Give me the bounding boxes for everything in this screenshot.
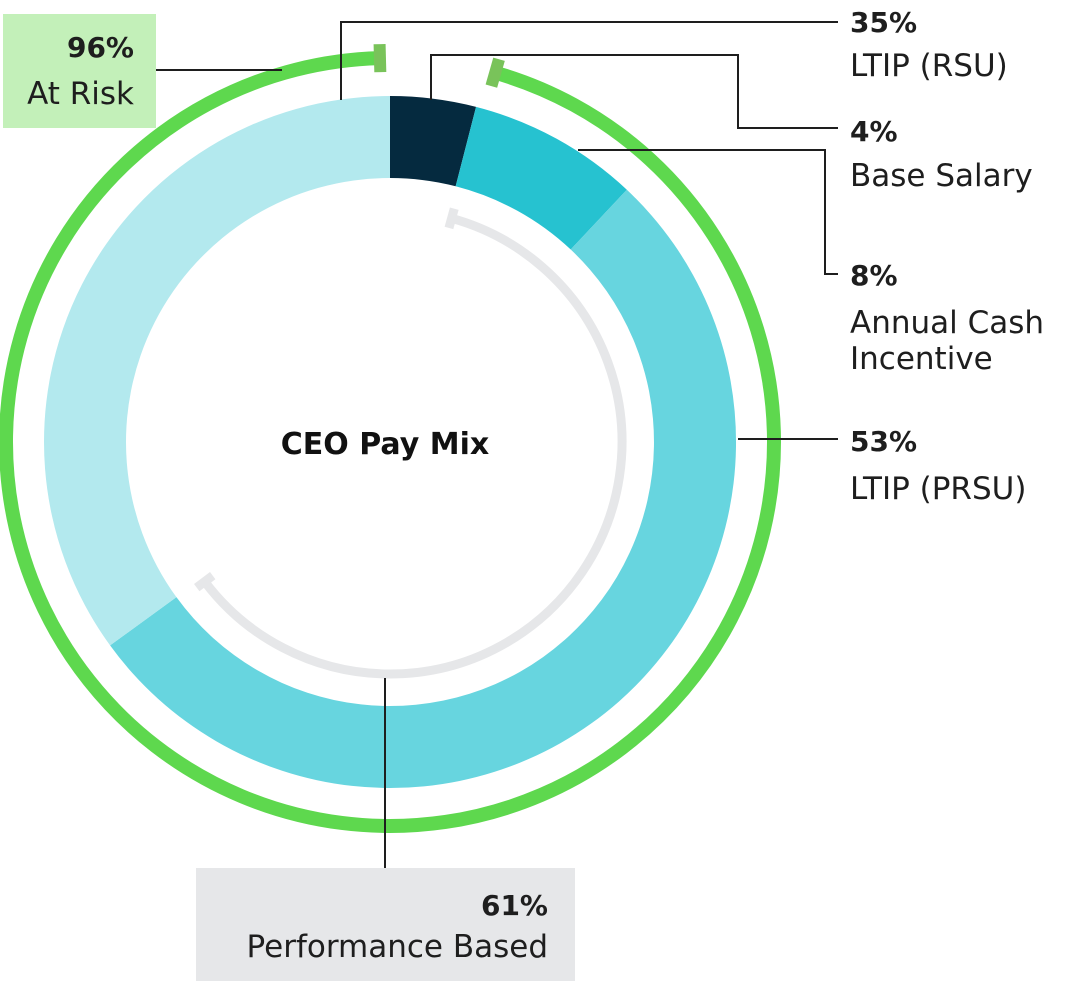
leader-line-base-salary: [430, 54, 838, 129]
at-risk-arc-start-marker: [485, 57, 505, 88]
performance-based-arc: [201, 213, 627, 679]
annual-cash-value: 8%: [850, 259, 898, 292]
slice-annual-cash-incentive: [455, 106, 627, 250]
ltip-prsu-label: LTIP (PRSU): [850, 471, 1026, 507]
chart-title: CEO Pay Mix: [281, 427, 489, 462]
at-risk-arc-end-marker: [373, 43, 387, 73]
performance-based-arc-start-marker: [444, 207, 459, 230]
base-salary-value: 4%: [850, 115, 898, 148]
at-risk-label: At Risk: [27, 76, 134, 112]
at-risk-value: 96%: [67, 31, 134, 64]
performance-based-value: 61%: [481, 889, 548, 922]
at-risk-arc: [0, 51, 781, 833]
at-risk-box: [3, 14, 156, 128]
ltip-rsu-label: LTIP (RSU): [850, 48, 1008, 84]
leader-line-ltip-rsu: [340, 21, 838, 100]
performance-based-box: [196, 868, 575, 981]
performance-based-label: Performance Based: [247, 929, 548, 965]
slice-ltip-rsu: [44, 96, 391, 646]
ltip-prsu-value: 53%: [850, 425, 917, 458]
base-salary-label: Base Salary: [850, 158, 1033, 194]
annual-cash-label-line-1: Annual Cash: [850, 305, 1044, 341]
leader-line-annual-cash: [578, 149, 838, 275]
slice-ltip-prsu: [110, 189, 737, 789]
annual-cash-label-line-2: Incentive: [850, 341, 993, 377]
donut-slices: [44, 96, 737, 789]
slice-base-salary: [390, 96, 477, 187]
ltip-rsu-value: 35%: [850, 6, 917, 39]
performance-based-arc-end-marker: [194, 572, 216, 592]
leader-lines: [156, 21, 838, 870]
